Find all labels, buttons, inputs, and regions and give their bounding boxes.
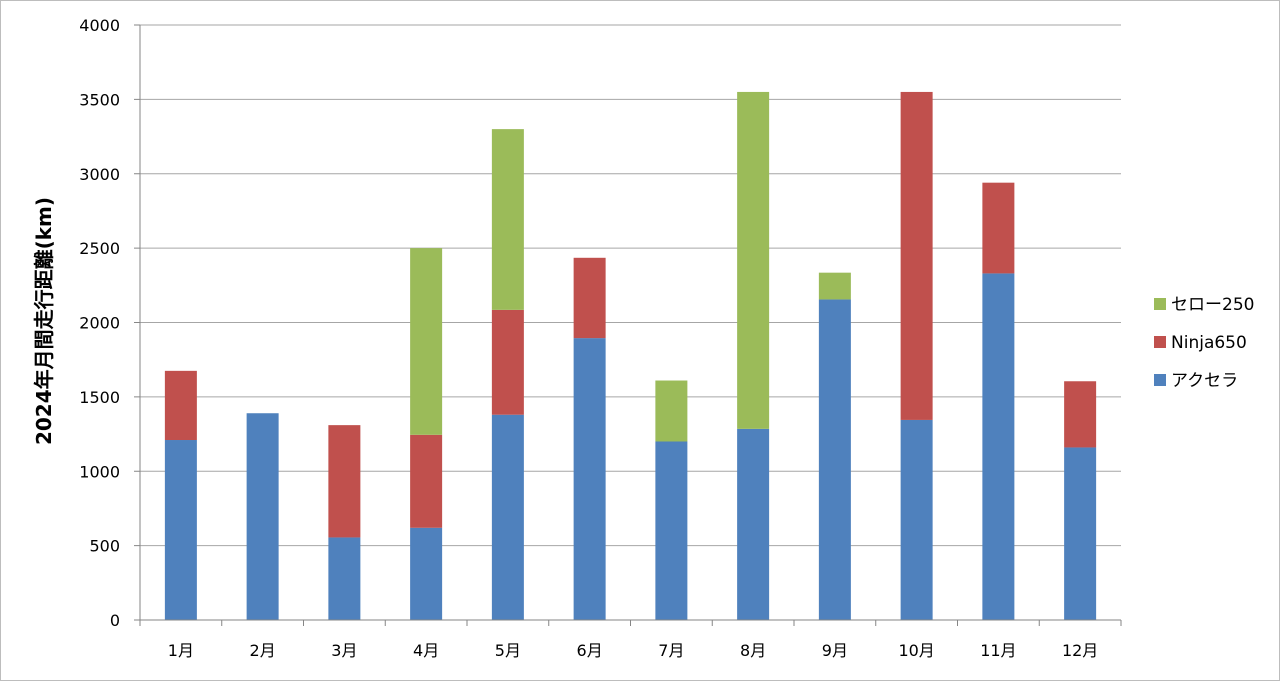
x-tick-label: 6月 <box>577 641 603 660</box>
bar-segment <box>164 370 197 441</box>
x-tick-label: 9月 <box>822 641 848 660</box>
x-tick-label: 12月 <box>1062 641 1098 660</box>
bar-segment <box>900 91 933 420</box>
y-tick-labels: 0 500 1000 1500 2000 2500 3000 3500 4000 <box>79 16 140 630</box>
legend-label: アクセラ <box>1171 371 1238 391</box>
bar-segment <box>655 380 688 442</box>
x-tick-label: 4月 <box>413 641 439 660</box>
bar-segment <box>818 299 851 620</box>
bar-segment <box>1064 381 1097 448</box>
bar-segment <box>737 91 770 429</box>
bar-segment <box>1064 447 1097 620</box>
legend-swatch <box>1154 336 1166 348</box>
y-tick-label: 500 <box>89 537 120 556</box>
bar-segment <box>491 309 524 415</box>
bar-segment <box>164 440 197 620</box>
bar-segment <box>328 425 361 538</box>
y-tick-label: 0 <box>110 611 120 630</box>
y-tick-label: 3500 <box>79 90 120 109</box>
bar-segment <box>737 428 770 620</box>
bar-segment <box>328 537 361 620</box>
bar-segment <box>410 434 443 528</box>
bars <box>164 91 1097 620</box>
bar-segment <box>573 257 606 339</box>
bar-segment <box>246 413 279 620</box>
legend-swatch <box>1154 374 1166 386</box>
x-tick-label: 3月 <box>331 641 357 660</box>
legend-label: セロー250 <box>1171 295 1254 315</box>
bar-segment <box>410 527 443 620</box>
bar-segment <box>410 248 443 435</box>
y-tick-label: 3000 <box>79 165 120 184</box>
y-tick-label: 2000 <box>79 314 120 333</box>
bar-segment <box>491 414 524 620</box>
y-axis-label: 2024年月間走行距離(km) <box>32 197 56 445</box>
bar-segment <box>982 182 1015 274</box>
x-tick-label: 5月 <box>495 641 521 660</box>
y-tick-label: 4000 <box>79 16 120 35</box>
bar-segment <box>982 273 1015 620</box>
legend-label: Ninja650 <box>1171 333 1247 353</box>
y-tick-label: 2500 <box>79 239 120 258</box>
x-tick-label: 1月 <box>168 641 194 660</box>
bar-segment <box>900 419 933 620</box>
x-tick-label: 7月 <box>658 641 684 660</box>
gridlines <box>140 24 1121 547</box>
x-tick-label: 2月 <box>250 641 276 660</box>
bar-segment <box>655 441 688 620</box>
y-tick-label: 1500 <box>79 388 120 407</box>
x-tick-label: 8月 <box>740 641 766 660</box>
legend: セロー250 Ninja650 アクセラ <box>1154 295 1254 391</box>
bar-segment <box>818 272 851 300</box>
bar-segment <box>491 129 524 310</box>
bar-segment <box>573 338 606 620</box>
legend-swatch <box>1154 298 1166 310</box>
x-tick-labels: 1月 2月 3月 4月 5月 6月 7月 8月 9月 10月 11月 12月 <box>139 620 1122 660</box>
x-tick-label: 11月 <box>980 641 1016 660</box>
y-tick-label: 1000 <box>79 462 120 481</box>
x-tick-label: 10月 <box>898 641 934 660</box>
